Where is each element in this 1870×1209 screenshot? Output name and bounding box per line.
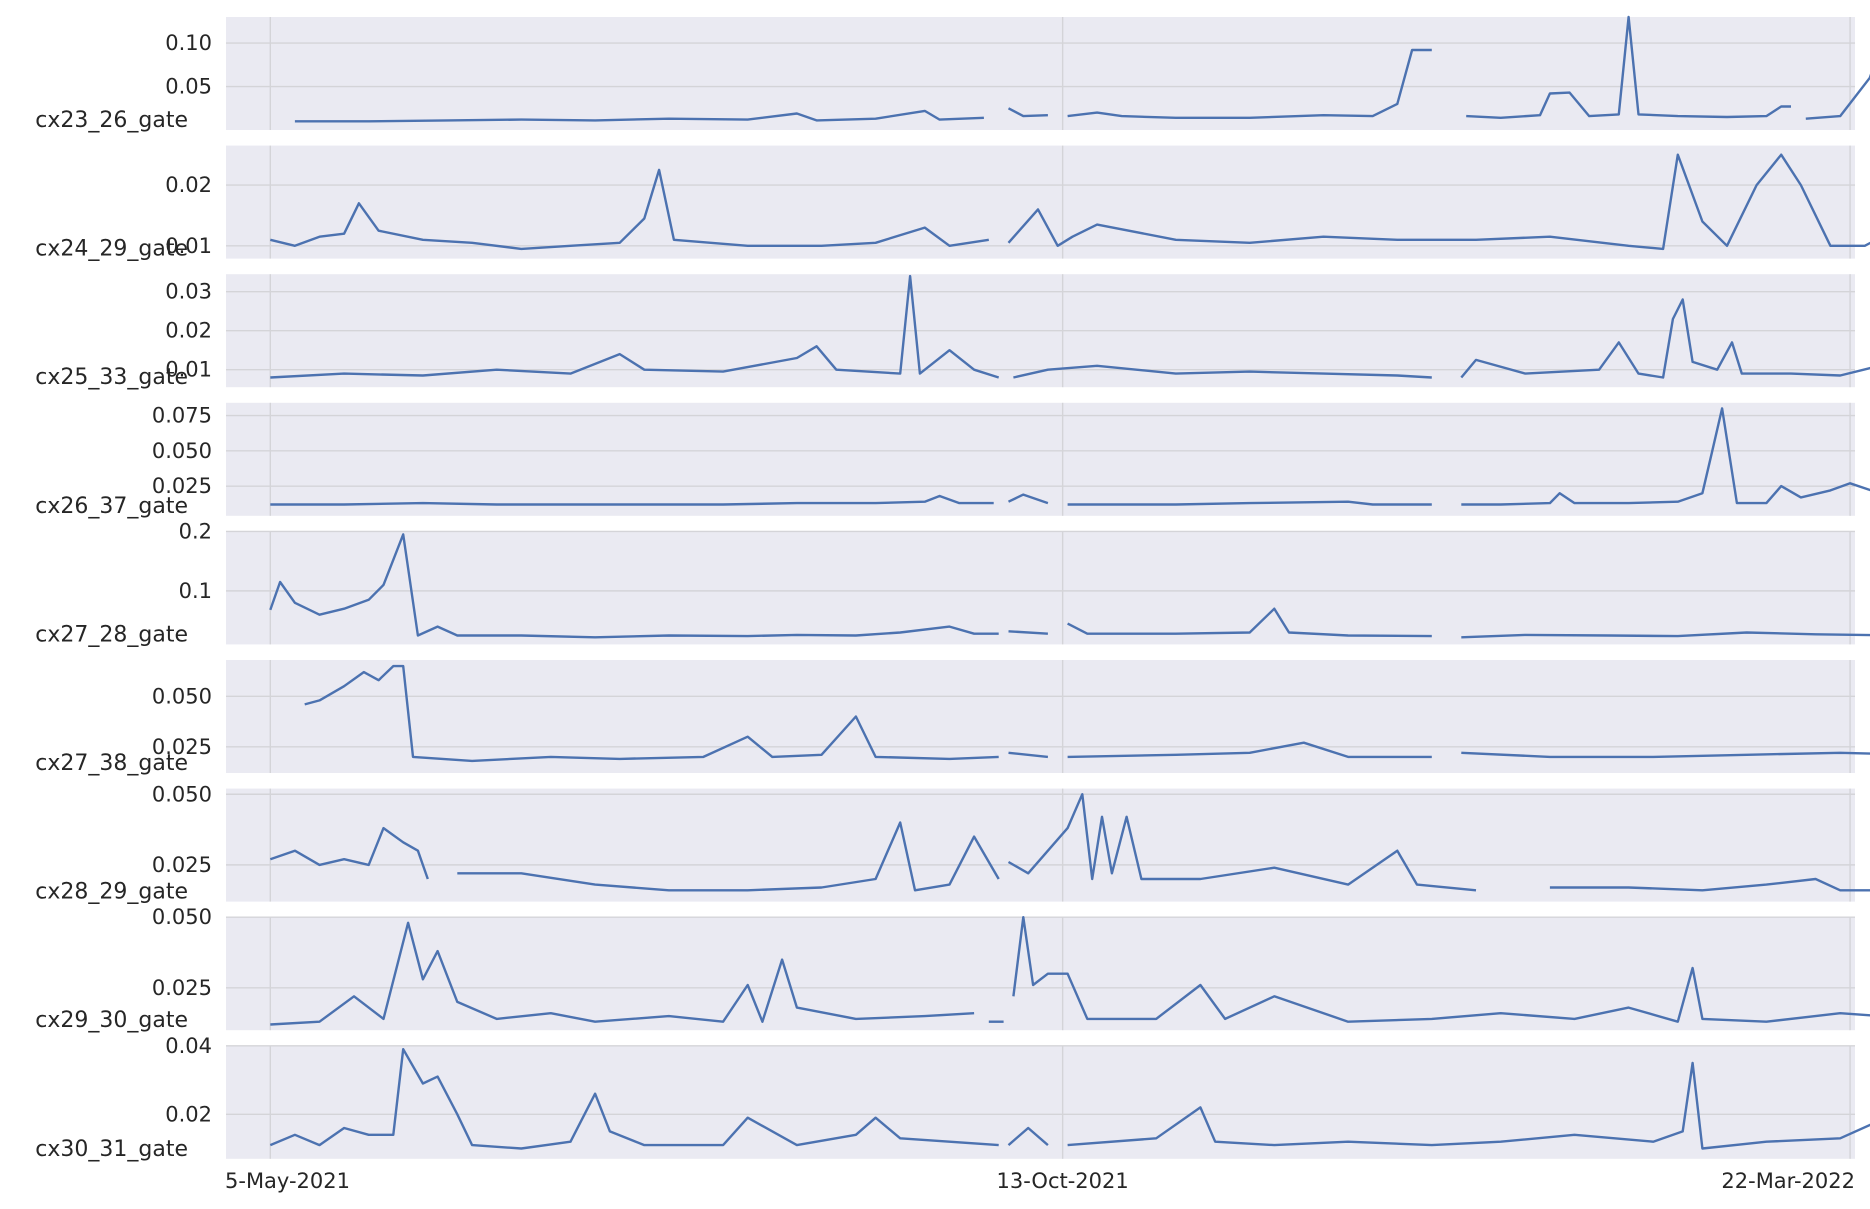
y-tick-label: 0.050 xyxy=(152,684,212,708)
panel-background xyxy=(226,789,1855,902)
y-tick-label: 0.050 xyxy=(152,905,212,929)
series-label: cx28_29_gate xyxy=(35,880,188,905)
panels: 0.050.10cx23_26_gate0.010.02cx24_29_gate… xyxy=(35,17,1870,1162)
y-tick-label: 0.2 xyxy=(179,519,212,543)
y-tick-label: 0.075 xyxy=(152,404,212,428)
y-tick-label: 0.05 xyxy=(165,75,212,99)
series-label: cx23_26_gate xyxy=(35,108,188,133)
y-tick-label: 0.050 xyxy=(152,439,212,463)
x-tick-label: 5-May-2021 xyxy=(225,1169,350,1193)
y-tick-label: 0.02 xyxy=(165,1102,212,1126)
panel-background xyxy=(226,531,1855,644)
x-tick-label: 13-Oct-2021 xyxy=(997,1169,1129,1193)
panel-cx28_29_gate: 0.025 0.050 cx28_29_gate xyxy=(35,782,1870,904)
panel-cx29_30_gate: 0.025 0.050 cx29_30_gate xyxy=(35,905,1870,1033)
series-label: cx29_30_gate xyxy=(35,1008,188,1033)
panel-cx23_26_gate: 0.05 0.10 cx23_26_gate xyxy=(35,17,1870,133)
series-label: cx25_33_gate xyxy=(35,365,188,390)
y-tick-label: 0.025 xyxy=(152,853,212,877)
y-tick-label: 0.10 xyxy=(165,31,212,55)
series-label: cx30_31_gate xyxy=(35,1137,188,1162)
series-label: cx26_37_gate xyxy=(35,494,188,519)
y-tick-label: 0.03 xyxy=(165,280,212,304)
panel-background xyxy=(226,917,1855,1030)
panel-cx30_31_gate: 0.02 0.04 cx30_31_gate xyxy=(35,1034,1870,1162)
x-tick-label: 22-Mar-2022 xyxy=(1721,1169,1855,1193)
y-tick-label: 0.050 xyxy=(152,782,212,806)
panel-background xyxy=(226,403,1855,516)
panel-background xyxy=(226,17,1855,130)
series-label: cx24_29_gate xyxy=(35,237,188,262)
series-label: cx27_38_gate xyxy=(35,751,188,776)
y-tick-label: 0.02 xyxy=(165,319,212,343)
y-tick-label: 0.025 xyxy=(152,976,212,1000)
series-label: cx27_28_gate xyxy=(35,622,188,647)
y-tick-label: 0.02 xyxy=(165,173,212,197)
y-tick-label: 0.04 xyxy=(165,1034,212,1058)
y-tick-label: 0.1 xyxy=(179,579,212,603)
x-axis: 5-May-2021 13-Oct-2021 22-Mar-2022 xyxy=(225,1169,1855,1193)
panel-cx27_28_gate: 0.1 0.2 cx27_28_gate xyxy=(35,519,1870,647)
